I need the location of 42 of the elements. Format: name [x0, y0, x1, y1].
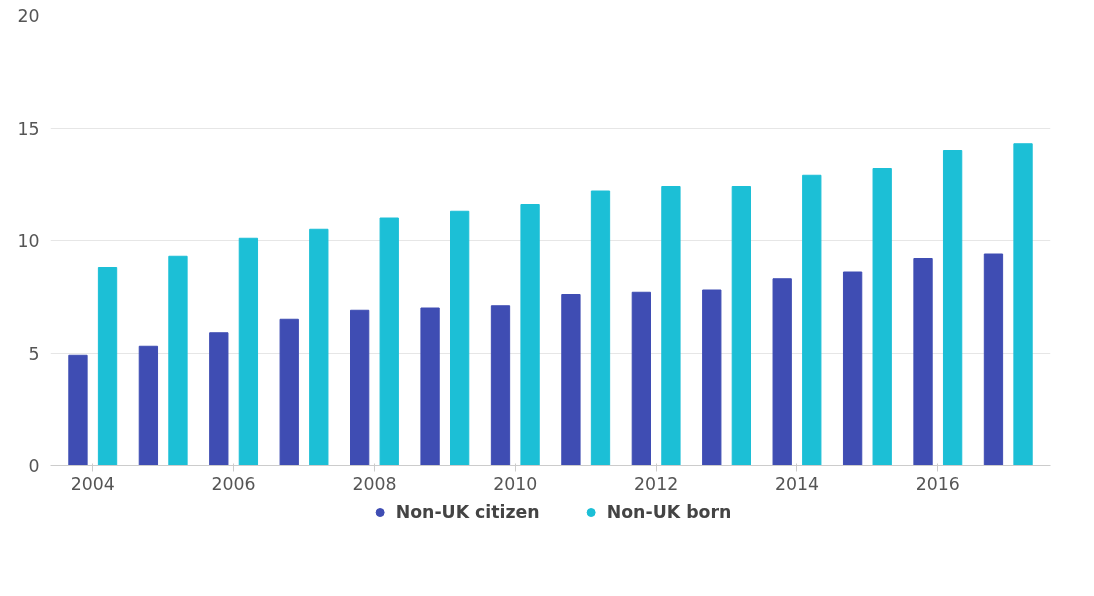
- bar: [168, 255, 188, 466]
- x-tick-label: 2014: [774, 473, 820, 494]
- bar: [68, 354, 88, 466]
- bar: [842, 271, 863, 466]
- bar: [872, 168, 892, 466]
- x-tick-label: 2006: [211, 473, 256, 494]
- x-tick-label: 2016: [915, 473, 960, 494]
- bar: [561, 294, 581, 466]
- bar: [520, 204, 540, 466]
- bar: [309, 228, 329, 466]
- bar: [802, 174, 822, 466]
- bar: [450, 210, 470, 466]
- bar: [731, 186, 751, 466]
- x-tick-label: 2010: [493, 473, 538, 494]
- bar: [209, 332, 229, 466]
- x-tick-label: 2008: [352, 473, 397, 494]
- bar: [420, 307, 440, 466]
- bar: [350, 309, 370, 466]
- bar: [631, 291, 651, 466]
- bar: [279, 318, 299, 466]
- x-tick-label: 2004: [70, 473, 115, 494]
- bar: [97, 267, 118, 466]
- bar: [590, 190, 611, 466]
- y-tick-label: 0: [28, 456, 40, 476]
- bar: [238, 237, 259, 466]
- bar: [1013, 143, 1033, 466]
- y-tick-label: 20: [17, 6, 40, 26]
- bar: [913, 258, 933, 466]
- bar: [702, 289, 722, 466]
- y-tick-label: 15: [17, 118, 40, 139]
- legend-label: Non-UK born: [606, 502, 732, 522]
- legend-label: Non-UK citizen: [395, 502, 540, 522]
- bar: [379, 217, 399, 466]
- y-tick-label: 10: [17, 231, 40, 251]
- bar: [490, 305, 511, 466]
- bar: [138, 345, 159, 466]
- bar: [772, 278, 792, 466]
- x-tick-label: 2012: [634, 473, 679, 494]
- bar: [661, 186, 681, 466]
- y-tick-label: 5: [28, 343, 40, 364]
- bar: [983, 253, 1004, 466]
- bar: [942, 150, 963, 466]
